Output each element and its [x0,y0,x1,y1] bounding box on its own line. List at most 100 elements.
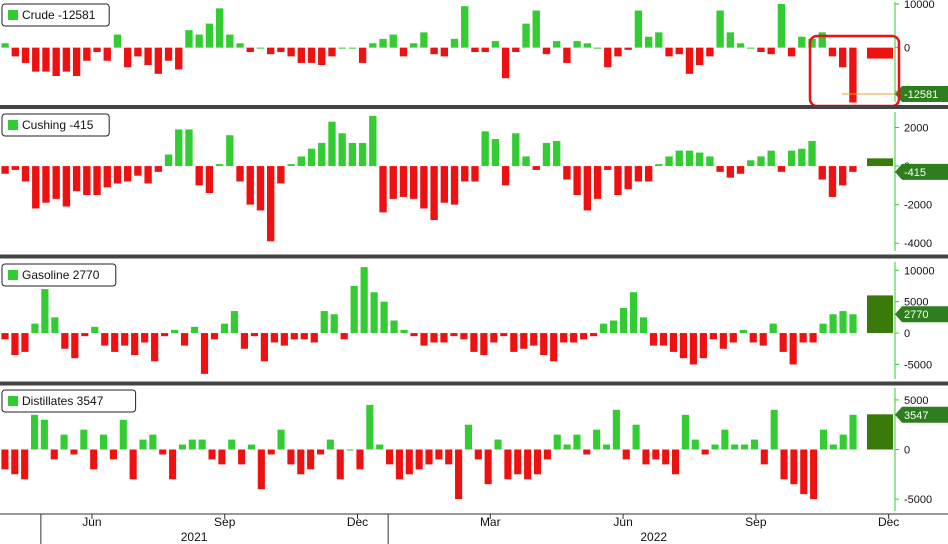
legend: Distillates 3547 [1,389,137,413]
bar [52,47,60,76]
bar [699,333,707,359]
bar [236,43,244,48]
bar [31,323,39,334]
bar [425,449,433,465]
bar [297,449,305,475]
bar [696,152,704,167]
bar [818,166,826,180]
bar [51,317,59,334]
bar [504,449,512,480]
bar [277,166,285,184]
bar [672,449,680,475]
bar [550,333,558,362]
bar [731,444,739,450]
legend-box [1,3,110,27]
bar [709,333,717,340]
bar [171,329,179,334]
last-value-tag-shape [895,163,948,180]
bar [644,36,653,48]
last-value-text: 2770 [904,309,928,321]
bar [32,166,40,209]
legend-swatch [8,396,18,406]
x-tick-label: Dec [347,515,368,529]
bar [83,47,91,61]
y-tick-label: -5000 [904,494,932,506]
bar [532,10,540,48]
bar [563,444,571,450]
x-tick-label: Sep [745,515,767,529]
legend-swatch [8,10,18,20]
bar [570,333,578,343]
bar [532,166,540,170]
bar [369,43,377,48]
bar [470,333,478,352]
bar [83,166,91,195]
bar [389,166,397,199]
bar [460,333,468,340]
last-value-tag-shape [895,86,948,102]
bar [593,429,601,450]
bar [287,47,295,57]
last-value-tag: 3547 [895,406,948,423]
bar [256,47,265,49]
bar [760,449,768,465]
bar [839,166,847,186]
bar [32,47,40,72]
bar [716,10,724,48]
panel-distillates: 5000 0 -5000 3547 Distillates 3547 [1,388,948,511]
y-tick-label: 2000 [904,123,928,135]
bar [410,166,418,199]
bar [512,133,520,167]
bar [445,449,453,465]
bar [522,156,530,167]
bar [430,47,438,55]
bar [159,449,167,455]
bar [808,38,816,48]
bar [195,34,203,48]
bar [542,47,551,55]
last-value-text: -415 [904,167,926,179]
summary-block [867,158,893,167]
bar [11,449,19,475]
panel-divider [0,381,948,386]
bar [326,439,334,450]
bar [149,434,157,450]
bar [91,326,99,334]
bar [340,333,348,340]
bar [553,434,561,450]
bar [514,449,522,475]
bar [430,333,438,343]
bar [154,166,162,172]
bar [410,333,418,337]
bar [629,292,638,334]
bar [726,32,734,48]
bar [600,323,608,334]
bar [318,142,326,167]
x-tick-label: Mar [480,515,501,529]
legend: Gasoline 2770 [1,263,117,287]
bar [358,142,367,167]
bar [236,166,244,182]
bar [134,47,142,57]
bar [310,333,318,343]
bar [103,47,111,61]
bar [729,333,737,343]
bar [450,166,459,205]
bar [277,47,285,52]
bar [71,333,79,359]
legend-box [1,113,110,137]
bar [624,47,632,50]
bar [185,30,193,48]
bar [450,38,459,48]
bar [257,449,265,490]
bar [573,434,581,450]
bar [685,47,694,74]
bar [21,166,30,182]
bar [533,449,542,475]
legend-label: Gasoline 2770 [22,268,100,282]
bar [471,166,479,182]
bar [749,333,757,343]
bar [405,449,413,475]
bar [379,166,387,213]
